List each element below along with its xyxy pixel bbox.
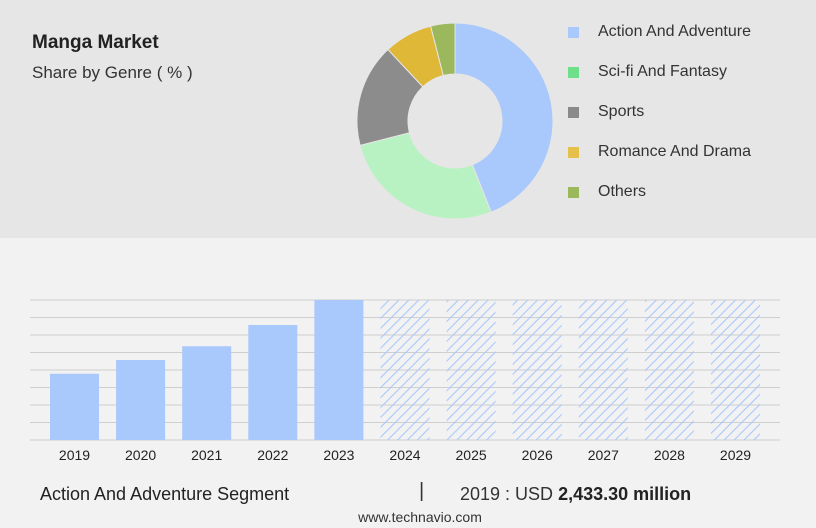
bar-2027 bbox=[578, 300, 628, 440]
bar-2026 bbox=[512, 300, 562, 440]
bar-2022 bbox=[248, 325, 298, 440]
legend-swatch bbox=[568, 26, 579, 38]
legend-label: Sci-fi And Fantasy bbox=[598, 63, 727, 80]
x-tick-label: 2027 bbox=[588, 447, 619, 463]
bar-2024 bbox=[380, 300, 430, 440]
x-tick-label: 2026 bbox=[522, 447, 553, 463]
x-tick-label: 2028 bbox=[654, 447, 685, 463]
legend-item-scifi-fantasy: Sci-fi And Fantasy bbox=[568, 52, 751, 92]
legend-item-others: Others bbox=[568, 172, 751, 212]
bar-chart: 2019 2020 2021 2022 2023 2024 2025 2026 2027 2028… bbox=[30, 299, 780, 463]
legend-item-romance-drama: Romance And Drama bbox=[568, 132, 751, 172]
x-tick-label: 2019 bbox=[59, 447, 90, 463]
segment-value: 2019 : USD 2,433.30 million bbox=[460, 484, 691, 505]
legend-swatch bbox=[568, 66, 579, 78]
legend-swatch bbox=[568, 146, 579, 158]
legend: Action And Adventure Sci-fi And Fantasy … bbox=[568, 12, 751, 212]
segment-year-label: 2019 : USD bbox=[460, 484, 554, 504]
source-link[interactable]: www.technavio.com bbox=[358, 509, 482, 525]
legend-swatch bbox=[568, 106, 579, 118]
x-tick-label: 2025 bbox=[456, 447, 487, 463]
legend-item-sports: Sports bbox=[568, 92, 751, 132]
donut-slice-others bbox=[430, 22, 456, 77]
legend-label: Action And Adventure bbox=[598, 23, 751, 40]
bar-2019 bbox=[50, 373, 99, 440]
bar-2029 bbox=[711, 300, 760, 440]
legend-label: Others bbox=[598, 183, 647, 200]
segment-value-amount: 2,433.30 million bbox=[558, 484, 692, 504]
x-tick-label: 2022 bbox=[257, 447, 288, 463]
bar-2023 bbox=[314, 300, 364, 440]
x-tick-label: 2023 bbox=[323, 447, 354, 463]
chart-title: Manga Market bbox=[32, 32, 159, 53]
bar-2028 bbox=[644, 300, 694, 440]
bar-2021 bbox=[182, 346, 232, 440]
donut-chart bbox=[356, 22, 554, 220]
x-tick-label: 2029 bbox=[720, 447, 751, 463]
x-tick-label: 2020 bbox=[125, 447, 156, 463]
chart-subtitle: Share by Genre ( % ) bbox=[32, 63, 193, 82]
legend-label: Sports bbox=[598, 103, 645, 120]
donut-slice-sci-fi-and-fantasy bbox=[359, 132, 492, 220]
x-tick-label: 2024 bbox=[389, 447, 420, 463]
donut-slice-action-and-adventure bbox=[454, 22, 554, 213]
legend-label: Romance And Drama bbox=[598, 143, 751, 160]
bar-2020 bbox=[116, 360, 166, 440]
footer-separator: | bbox=[419, 480, 425, 502]
legend-item-action-adventure: Action And Adventure bbox=[568, 12, 751, 52]
bar-2025 bbox=[446, 300, 496, 440]
legend-swatch bbox=[568, 186, 579, 198]
segment-label: Action And Adventure Segment bbox=[40, 484, 290, 504]
x-tick-label: 2021 bbox=[191, 447, 222, 463]
